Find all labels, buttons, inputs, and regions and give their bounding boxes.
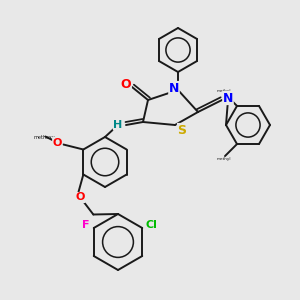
Text: methoxy: methoxy xyxy=(33,136,55,140)
Text: O: O xyxy=(121,79,131,92)
Text: N: N xyxy=(169,82,179,94)
Text: S: S xyxy=(178,124,187,136)
Text: F: F xyxy=(82,220,89,230)
Text: N: N xyxy=(223,92,233,104)
Text: Cl: Cl xyxy=(145,220,157,230)
Text: methyl: methyl xyxy=(217,157,232,161)
Text: O: O xyxy=(76,193,85,202)
Text: H: H xyxy=(113,120,123,130)
Text: O: O xyxy=(53,137,62,148)
Text: methyl: methyl xyxy=(217,89,232,93)
